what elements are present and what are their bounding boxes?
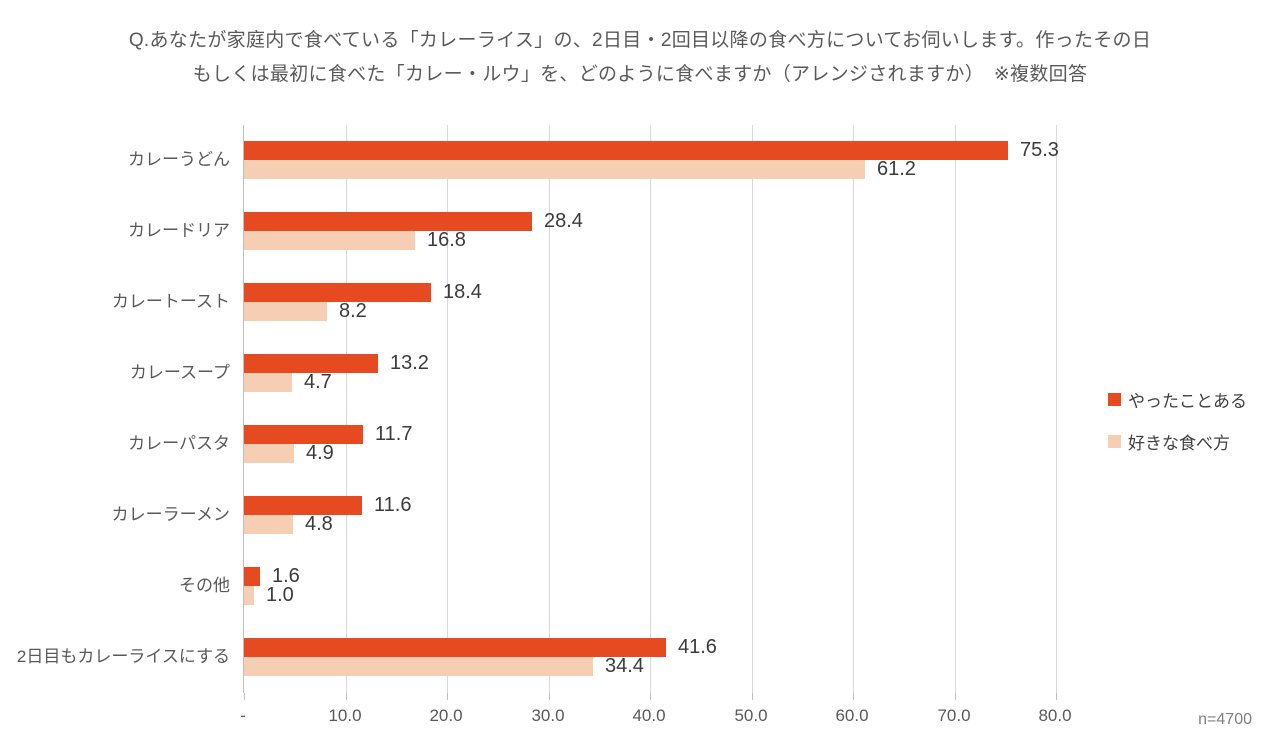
value-label-series2-cat0: 61.2 <box>877 158 916 180</box>
category-label-5: カレーラーメン <box>111 505 230 524</box>
x-tick-label-70: 70.0 <box>937 706 971 725</box>
gridline-10 <box>346 125 347 693</box>
chart-title: Q.あなたが家庭内で食べている「カレーライス」の、2日目・2回目以降の食べ方につ… <box>0 24 1280 92</box>
value-label-series1-cat0: 75.3 <box>1020 139 1059 161</box>
value-label-series1-cat4: 11.7 <box>375 423 413 445</box>
bar-series1-cat4 <box>244 425 363 444</box>
legend-label-series2: 好きな食べ方 <box>1128 434 1230 453</box>
x-tick-label-30: 30.0 <box>531 706 565 725</box>
value-label-series1-cat5: 11.6 <box>374 494 412 516</box>
value-label-series1-cat3: 13.2 <box>390 352 429 374</box>
bar-series2-cat3 <box>244 373 292 392</box>
bar-series1-cat6 <box>244 567 260 586</box>
tick-mark-40 <box>650 693 651 700</box>
bar-series2-cat4 <box>244 444 294 463</box>
value-label-series2-cat5: 4.8 <box>305 513 333 535</box>
tick-mark-0 <box>244 693 245 700</box>
gridline-70 <box>955 125 956 693</box>
sample-size-note: n=4700 <box>1198 711 1252 728</box>
value-label-series2-cat1: 16.8 <box>427 229 466 251</box>
x-tick-label-10: 10.0 <box>328 706 362 725</box>
bar-series2-cat1 <box>244 231 415 250</box>
value-label-series2-cat3: 4.7 <box>304 371 332 393</box>
bar-series1-cat5 <box>244 496 362 515</box>
gridline-80 <box>1056 125 1057 693</box>
plot-area: 75.3 61.2 28.4 16.8 18.4 8.2 13.2 4.7 11.7 4.9 11.… <box>243 125 1059 700</box>
tick-mark-20 <box>447 693 448 700</box>
legend-label-series1: やったことある <box>1128 392 1247 411</box>
value-label-series2-cat2: 8.2 <box>339 300 367 322</box>
bar-series2-cat6 <box>244 586 254 605</box>
bar-series2-cat2 <box>244 302 327 321</box>
category-label-2: カレートースト <box>111 292 230 311</box>
bar-series2-cat0 <box>244 160 865 179</box>
bar-series2-cat5 <box>244 515 293 534</box>
category-label-4: カレーパスタ <box>128 434 230 453</box>
value-label-series2-cat6: 1.0 <box>266 584 294 606</box>
legend-swatch-series2 <box>1108 435 1121 448</box>
chart-title-line2: もしくは最初に食べた「カレー・ルウ」を、どのように食べますか（アレンジされますか… <box>192 64 1088 85</box>
bar-series1-cat7 <box>244 638 666 657</box>
tick-mark-80 <box>1056 693 1057 700</box>
tick-mark-70 <box>955 693 956 700</box>
category-label-6: その他 <box>179 576 230 595</box>
legend-entry-series1: やったことある <box>1108 389 1278 411</box>
value-label-series2-cat4: 4.9 <box>306 442 334 464</box>
x-tick-label-50: 50.0 <box>734 706 768 725</box>
bar-series1-cat2 <box>244 283 431 302</box>
bar-series1-cat3 <box>244 354 378 373</box>
value-label-series1-cat7: 41.6 <box>678 636 717 658</box>
value-label-series1-cat1: 28.4 <box>544 210 583 232</box>
legend: やったことある 好きな食べ方 <box>1108 389 1278 473</box>
legend-entry-series2: 好きな食べ方 <box>1108 431 1278 453</box>
gridline-30 <box>549 125 550 693</box>
tick-mark-60 <box>853 693 854 700</box>
legend-swatch-series1 <box>1108 393 1121 406</box>
x-tick-label-80: 80.0 <box>1038 706 1072 725</box>
category-label-1: カレードリア <box>128 221 230 240</box>
tick-mark-10 <box>346 693 347 700</box>
tick-mark-50 <box>752 693 753 700</box>
category-label-3: カレースープ <box>129 363 230 382</box>
value-label-series1-cat6: 1.6 <box>272 565 300 587</box>
category-label-7: 2日目もカレーライスにする <box>16 647 230 666</box>
category-label-0: カレーうどん <box>128 150 230 169</box>
tick-mark-30 <box>549 693 550 700</box>
gridline-40 <box>650 125 651 693</box>
gridline-20 <box>447 125 448 693</box>
x-tick-label-0: - <box>240 706 246 725</box>
x-tick-label-20: 20.0 <box>429 706 463 725</box>
bar-series1-cat1 <box>244 212 532 231</box>
chart-title-line1: Q.あなたが家庭内で食べている「カレーライス」の、2日目・2回目以降の食べ方につ… <box>128 30 1152 51</box>
x-tick-label-60: 60.0 <box>835 706 869 725</box>
bar-series1-cat0 <box>244 141 1008 160</box>
bar-series2-cat7 <box>244 657 593 676</box>
x-tick-label-40: 40.0 <box>632 706 666 725</box>
value-label-series2-cat7: 34.4 <box>605 655 644 677</box>
gridline-60 <box>853 125 854 693</box>
gridline-50 <box>752 125 753 693</box>
value-label-series1-cat2: 18.4 <box>443 281 482 303</box>
